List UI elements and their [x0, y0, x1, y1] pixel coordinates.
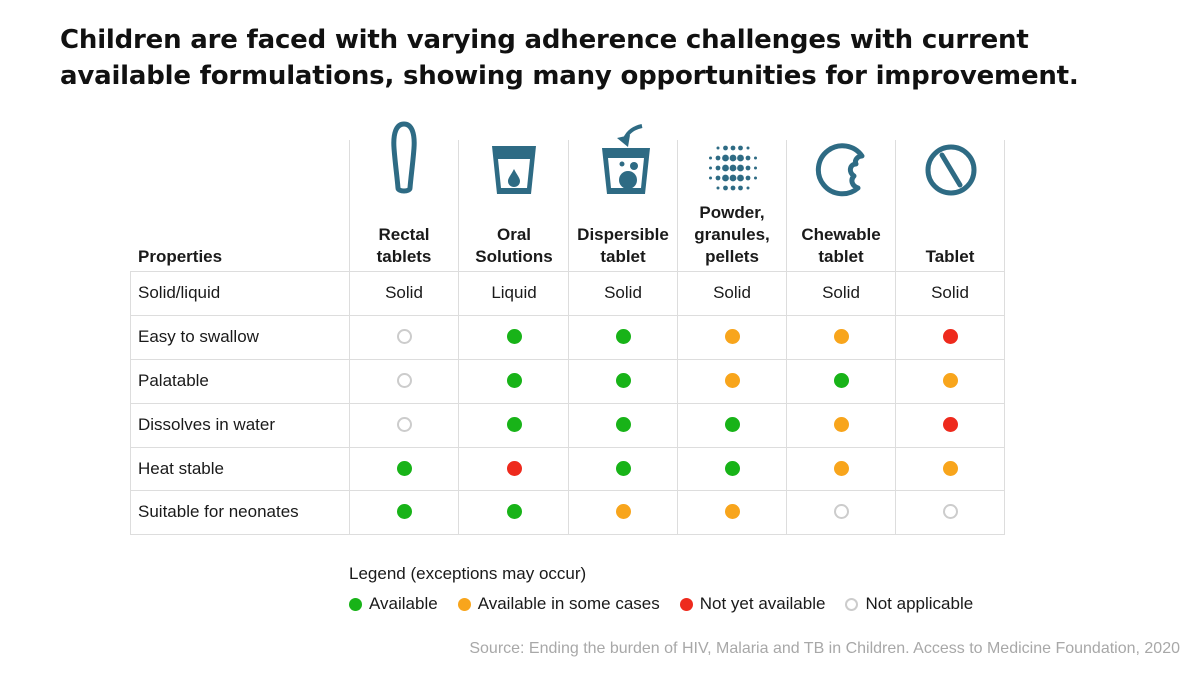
legend-item-some: Available in some cases [457, 594, 660, 614]
formulation-table: Properties Rectal tablets Oral Solutions Dis… [130, 121, 1005, 535]
legend-dot-notyet [679, 597, 693, 611]
row-label: Palatable [138, 371, 209, 390]
legend-dot-some [457, 597, 471, 611]
legend-item-notyet: Not yet available [679, 594, 826, 614]
column-header-line: Tablet [925, 247, 975, 266]
grid-hline [130, 315, 1005, 316]
legend-label: Not yet available [699, 594, 826, 613]
grid-vline [458, 140, 459, 534]
status-dot-available [724, 461, 740, 476]
tablet-icon [923, 142, 979, 203]
column-header: Dispersible tablet [568, 224, 678, 268]
column-header: Rectal tablets [349, 224, 459, 268]
status-dot-na [942, 504, 958, 519]
legend-title: Legend (exceptions may occur) [349, 564, 587, 583]
grid-vline [568, 140, 569, 534]
status-dot-na [396, 417, 412, 432]
row-label: Easy to swallow [138, 327, 259, 346]
status-dot-notyet [942, 417, 958, 432]
column-header-line: tablet [600, 247, 646, 266]
legend-label: Available [369, 594, 438, 613]
status-dot-available [615, 329, 631, 344]
state-cell: Solid [931, 283, 969, 302]
legend-dot-available [349, 597, 362, 611]
legend-item-available: Available [349, 594, 438, 614]
column-header-line: Powder, [699, 203, 765, 222]
status-dot-na [396, 329, 412, 344]
state-cell: Solid [713, 283, 751, 302]
state-cell: Solid [822, 283, 860, 302]
column-header: Chewable tablet [786, 224, 896, 268]
status-dot-na [833, 504, 849, 519]
legend-item-na: Not applicable [845, 594, 973, 614]
row-label: Dissolves in water [138, 415, 275, 434]
state-cell: Solid [385, 283, 423, 302]
chewable-tablet-icon [814, 142, 870, 203]
status-dot-available [506, 504, 522, 519]
grid-hline [130, 534, 1005, 535]
status-dot-notyet [942, 329, 958, 344]
powder-granules-icon [705, 143, 761, 198]
status-dot-notyet [506, 461, 522, 476]
column-header-line: tablets [376, 247, 432, 266]
column-header-line: granules, [694, 225, 770, 244]
status-dot-available [506, 329, 522, 344]
grid-vline-left [130, 271, 131, 534]
column-header-line: pellets [705, 247, 759, 266]
rectal-tablet-icon [384, 120, 424, 201]
status-dot-some [724, 329, 740, 344]
status-dot-available [396, 461, 412, 476]
column-header-line: tablet [818, 247, 864, 266]
grid-vline [895, 140, 896, 534]
legend: Available Available in some cases Not yet … [349, 594, 973, 614]
legend-label: Available in some cases [477, 594, 660, 613]
column-header-line: Chewable [801, 225, 881, 244]
status-dot-some [833, 329, 849, 344]
source-note: Source: Ending the burden of HIV, Malari… [469, 640, 1180, 657]
legend-dot-na [845, 597, 859, 611]
grid-hline [130, 403, 1005, 404]
column-header-line: Rectal [378, 225, 430, 244]
status-dot-available [506, 417, 522, 432]
status-dot-available [396, 504, 412, 519]
column-header-line: Solutions [475, 247, 553, 266]
oral-solution-cup-icon [489, 142, 539, 203]
row-label: Heat stable [138, 459, 224, 478]
status-dot-available [506, 373, 522, 388]
column-header-line: Oral [496, 225, 532, 244]
grid-vline [677, 140, 678, 534]
status-dot-available [833, 373, 849, 388]
status-dot-some [724, 373, 740, 388]
column-header: Tablet [895, 246, 1005, 268]
status-dot-some [833, 461, 849, 476]
state-cell: Liquid [491, 283, 537, 302]
page-title: Children are faced with varying adherenc… [60, 25, 1079, 91]
grid-hline [130, 447, 1005, 448]
row-label: Suitable for neonates [138, 502, 299, 521]
grid-vline [786, 140, 787, 534]
grid-hline [130, 490, 1005, 491]
status-dot-available [615, 461, 631, 476]
properties-header: Properties [138, 247, 223, 266]
column-header-line: Dispersible [577, 225, 669, 244]
status-dot-some [942, 461, 958, 476]
column-header: Oral Solutions [459, 224, 569, 268]
grid-vline [349, 140, 350, 534]
grid-hline [130, 359, 1005, 360]
grid-hline [130, 271, 1005, 272]
status-dot-available [615, 417, 631, 432]
status-dot-some [833, 417, 849, 432]
status-dot-some [942, 373, 958, 388]
dispersible-tablet-glass-icon [598, 120, 658, 201]
state-cell: Solid [604, 283, 642, 302]
status-dot-na [396, 373, 412, 388]
status-dot-available [724, 417, 740, 432]
status-dot-some [724, 504, 740, 519]
column-header: Powder, granules, pellets [677, 202, 787, 268]
status-dot-available [615, 373, 631, 388]
status-dot-some [615, 504, 631, 519]
grid-vline [1004, 140, 1005, 534]
row-label: Solid/liquid [138, 283, 221, 302]
legend-label: Not applicable [865, 594, 974, 613]
